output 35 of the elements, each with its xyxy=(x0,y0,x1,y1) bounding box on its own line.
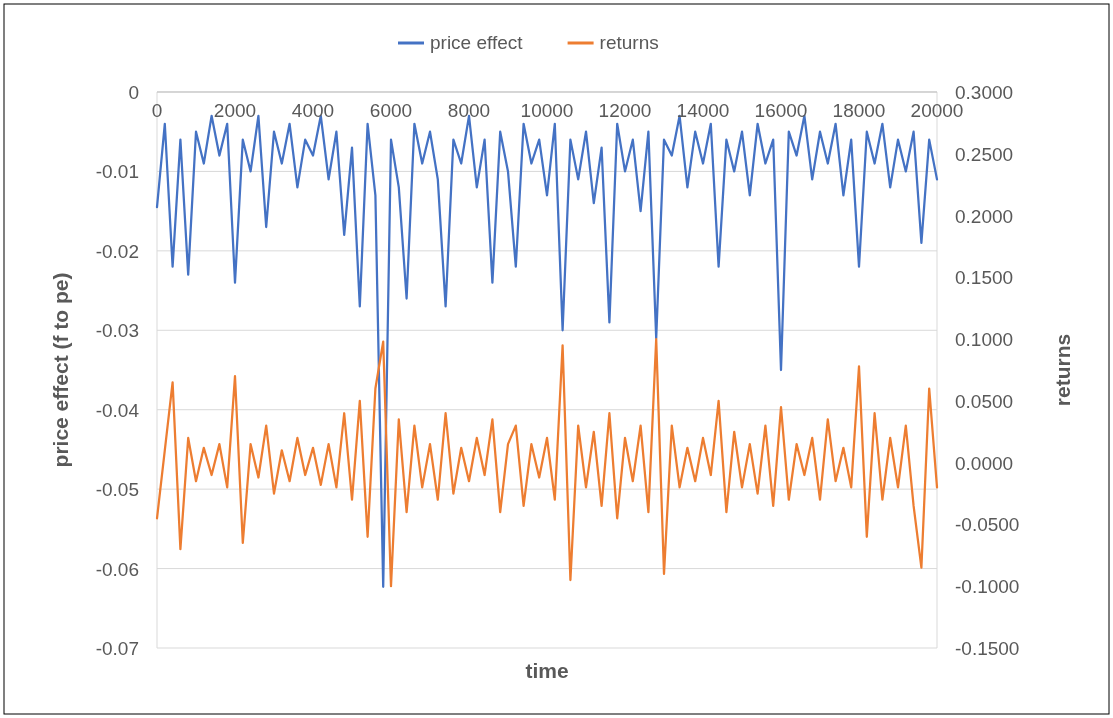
y-tick-label: -0.07 xyxy=(95,638,139,659)
y-axis-title: price effect (f to pe) xyxy=(49,272,72,468)
x-tick-label: 8000 xyxy=(447,100,491,121)
x-tick-label: 10000 xyxy=(520,100,574,121)
y2-tick-label: -0.1000 xyxy=(955,576,1020,598)
x-tick-label: 12000 xyxy=(598,100,652,121)
y2-tick-label: 0.2500 xyxy=(955,143,1014,165)
x-tick-label: 18000 xyxy=(832,100,886,121)
x-tick-label: 20000 xyxy=(910,100,964,121)
x-axis-title: time xyxy=(525,659,569,682)
legend-label: price effect xyxy=(430,32,524,53)
y2-tick-label: -0.1500 xyxy=(955,638,1020,659)
y2-tick-label: 0.1000 xyxy=(955,329,1014,351)
y-tick-label: -0.01 xyxy=(95,161,139,183)
y2-tick-label: 0.0000 xyxy=(955,452,1014,474)
y2-tick-label: 0.2000 xyxy=(955,205,1014,227)
x-tick-label: 4000 xyxy=(291,100,335,121)
y-tick-label: 0 xyxy=(128,82,139,103)
y2-tick-label: 0.0500 xyxy=(955,390,1014,412)
legend-label: returns xyxy=(599,32,659,53)
x-tick-label: 16000 xyxy=(754,100,808,121)
y2-tick-label: 0.1500 xyxy=(955,267,1014,289)
x-tick-label: 2000 xyxy=(213,100,257,121)
y-tick-label: -0.03 xyxy=(95,320,139,342)
y2-axis-title: returns xyxy=(1051,333,1074,407)
y-tick-label: -0.04 xyxy=(95,399,140,421)
y2-tick-label: -0.0500 xyxy=(955,514,1020,536)
y-tick-label: -0.06 xyxy=(95,558,139,580)
y2-tick-label: 0.3000 xyxy=(955,82,1014,103)
line-series xyxy=(155,337,939,588)
x-tick-label: 6000 xyxy=(369,100,413,121)
y-tick-label: -0.02 xyxy=(95,240,139,262)
x-tick-label: 14000 xyxy=(676,100,730,121)
y-tick-label: -0.05 xyxy=(95,479,139,501)
x-tick-label: 0 xyxy=(151,100,163,121)
